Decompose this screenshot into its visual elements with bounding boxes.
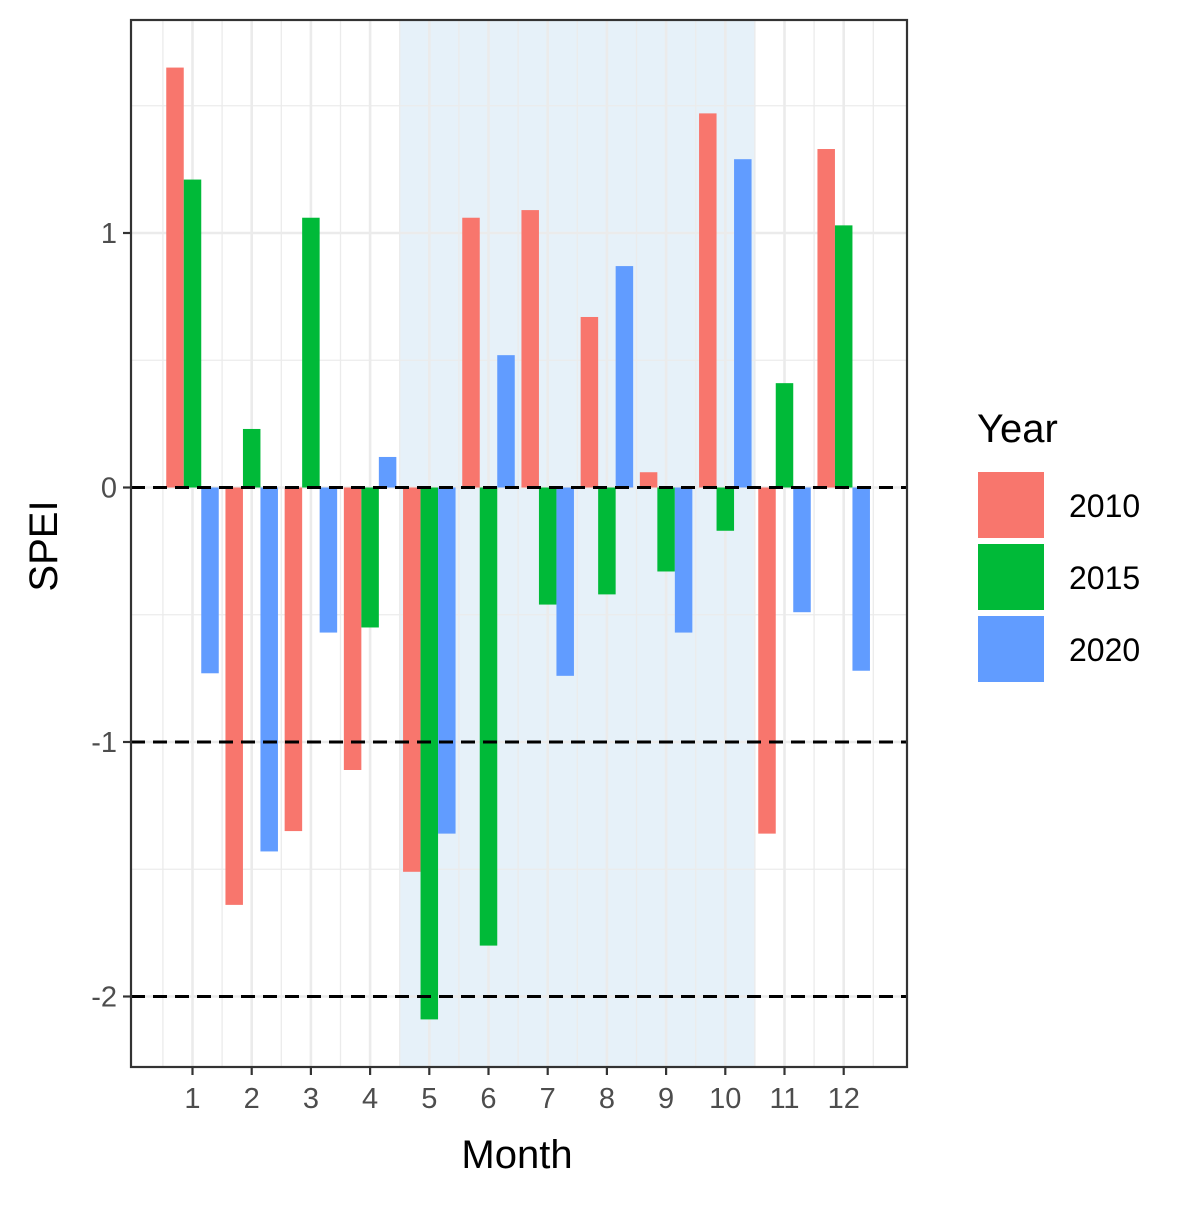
x-tick-label: 8 (599, 1083, 615, 1115)
legend-swatch-2010 (978, 472, 1044, 538)
bar-2010-month-6 (462, 217, 480, 488)
x-tick-label: 5 (421, 1083, 437, 1115)
reference-lines (131, 486, 907, 998)
bar-2015-month-11 (775, 383, 794, 488)
bar-2015-month-7 (538, 487, 557, 605)
bar-2010-month-11 (758, 487, 776, 834)
bar-2015-month-9 (657, 487, 675, 572)
bar-2015-month-10 (716, 487, 735, 531)
y-tick-label: -2 (91, 982, 117, 1014)
legend-label-2020: 2020 (1069, 632, 1140, 668)
x-tick-label: 2 (244, 1083, 260, 1115)
bar-2015-month-4 (361, 487, 379, 628)
bar-2015-month-6 (479, 487, 498, 946)
bar-2010-month-7 (521, 210, 539, 488)
x-tick-label: 3 (303, 1083, 319, 1115)
bar-2020-month-12 (852, 487, 870, 671)
legend-label-2015: 2015 (1069, 560, 1140, 596)
bar-2015-month-12 (834, 225, 853, 488)
bar-2015-month-8 (598, 487, 616, 595)
legend-title: Year (977, 407, 1058, 451)
bar-2010-month-12 (817, 149, 835, 488)
x-tick-label: 9 (658, 1083, 674, 1115)
legend: Year 2010 2015 2020 (977, 407, 1140, 682)
bar-2020-month-9 (674, 487, 693, 633)
bar-2010-month-5 (403, 487, 421, 872)
bar-2020-month-11 (793, 487, 811, 613)
bar-2020-month-4 (378, 456, 397, 488)
panel-border (129, 18, 909, 1069)
legend-swatch-2015 (978, 544, 1044, 610)
bar-2020-month-1 (201, 487, 219, 674)
bar-2020-month-6 (497, 355, 515, 488)
bar-2010-month-4 (343, 487, 362, 770)
bar-2020-month-2 (260, 487, 278, 852)
x-tick-label: 4 (362, 1083, 378, 1115)
legend-swatch-2020 (978, 616, 1044, 682)
bar-2010-month-10 (699, 113, 717, 488)
bar-2010-month-9 (639, 472, 658, 488)
bar-2020-month-7 (556, 487, 574, 676)
bar-2015-month-3 (302, 217, 320, 488)
bar-2010-month-1 (166, 67, 184, 488)
bar-2020-month-3 (319, 487, 338, 633)
x-tick-label: 10 (709, 1083, 741, 1115)
bar-2015-month-2 (242, 428, 261, 488)
bars (166, 67, 870, 1020)
y-tick-label: 0 (101, 473, 117, 505)
x-tick-label: 7 (540, 1083, 556, 1115)
y-tick-label: -1 (91, 727, 117, 759)
bar-2015-month-1 (183, 179, 202, 488)
bar-2020-month-10 (734, 159, 752, 488)
x-tick-label: 12 (828, 1083, 860, 1115)
y-tick-label: 1 (101, 218, 117, 250)
legend-label-2010: 2010 (1069, 488, 1140, 524)
bar-2010-month-2 (225, 487, 243, 905)
y-axis-title: SPEI (22, 500, 66, 591)
bar-2020-month-5 (438, 487, 456, 834)
x-tick-label: 6 (480, 1083, 496, 1115)
x-axis-title: Month (461, 1133, 572, 1177)
x-tick-label: 11 (769, 1083, 799, 1115)
bar-2020-month-8 (615, 266, 634, 488)
bar-2010-month-3 (284, 487, 303, 832)
x-tick-label: 1 (184, 1083, 200, 1115)
bar-2015-month-5 (420, 487, 439, 1020)
bar-2010-month-8 (580, 316, 599, 488)
